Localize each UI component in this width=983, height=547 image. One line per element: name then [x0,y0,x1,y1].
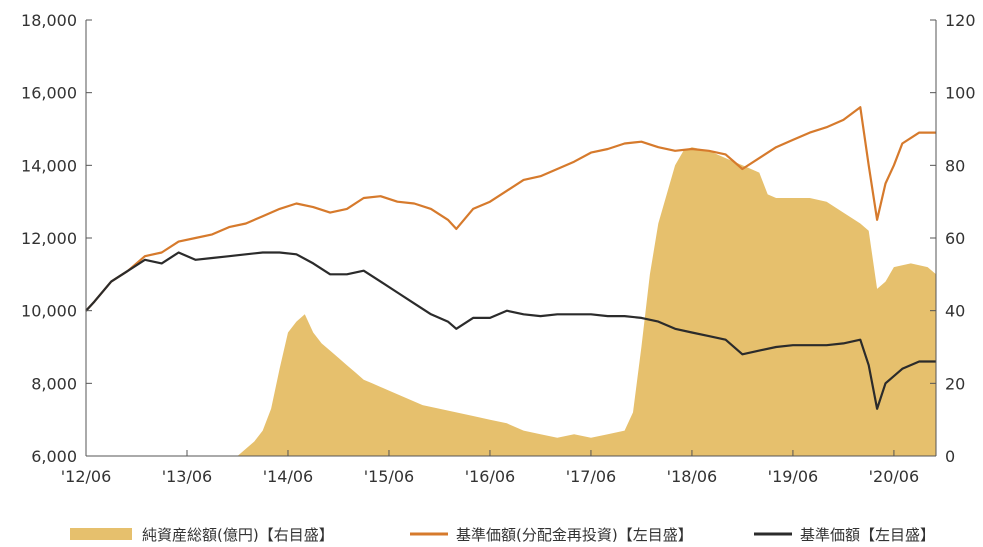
x-tick-label: '17/06 [566,467,617,486]
x-tick-label: '20/06 [869,467,920,486]
x-tick-label: '14/06 [263,467,314,486]
legend-item-nav-reinvested: 基準価額(分配金再投資)【左目盛】 [410,526,693,544]
y-right-tick-label: 20 [945,374,965,393]
y-left-tick-label: 14,000 [21,156,77,175]
legend-item-nav: 基準価額【左目盛】 [754,526,935,544]
y-right-tick-label: 120 [945,11,976,30]
y-left-tick-label: 16,000 [21,84,77,103]
y-right-tick-label: 40 [945,302,965,321]
series-line-nav [85,251,936,410]
area-layer [237,147,936,456]
y-left-tick-label: 18,000 [21,11,77,30]
x-tick-label: '15/06 [364,467,415,486]
y-left-tick-label: 10,000 [21,302,77,321]
y-right-tick-label: 60 [945,229,965,248]
y-right-tick-label: 80 [945,156,965,175]
legend-label: 基準価額【左目盛】 [800,526,935,544]
series-line-nav-reinvested [85,106,936,312]
y-left-tick-label: 6,000 [31,447,77,466]
x-tick-label: '19/06 [768,467,819,486]
legend-label: 純資産総額(億円)【右目盛】 [142,526,334,544]
series-area-net-assets [237,147,936,456]
x-tick-label: '16/06 [465,467,516,486]
x-tick-label: '12/06 [61,467,112,486]
x-tick-label: '18/06 [667,467,718,486]
y-right-tick-label: 100 [945,84,976,103]
legend-label: 基準価額(分配金再投資)【左目盛】 [456,526,693,544]
y-right-tick-label: 0 [945,447,955,466]
legend-item-net-assets: 純資産総額(億円)【右目盛】 [70,526,334,544]
axis-layer: 6,000 8,000 10,000 12,000 14,000 16,000 18,000… [21,11,976,486]
line-layer [85,106,936,410]
x-tick-label: '13/06 [162,467,213,486]
y-left-tick-label: 12,000 [21,229,77,248]
legend-swatch-area [70,528,132,540]
legend: 純資産総額(億円)【右目盛】 基準価額(分配金再投資)【左目盛】 基準価額【左目盛】 [70,526,935,544]
y-left-tick-label: 8,000 [31,374,77,393]
